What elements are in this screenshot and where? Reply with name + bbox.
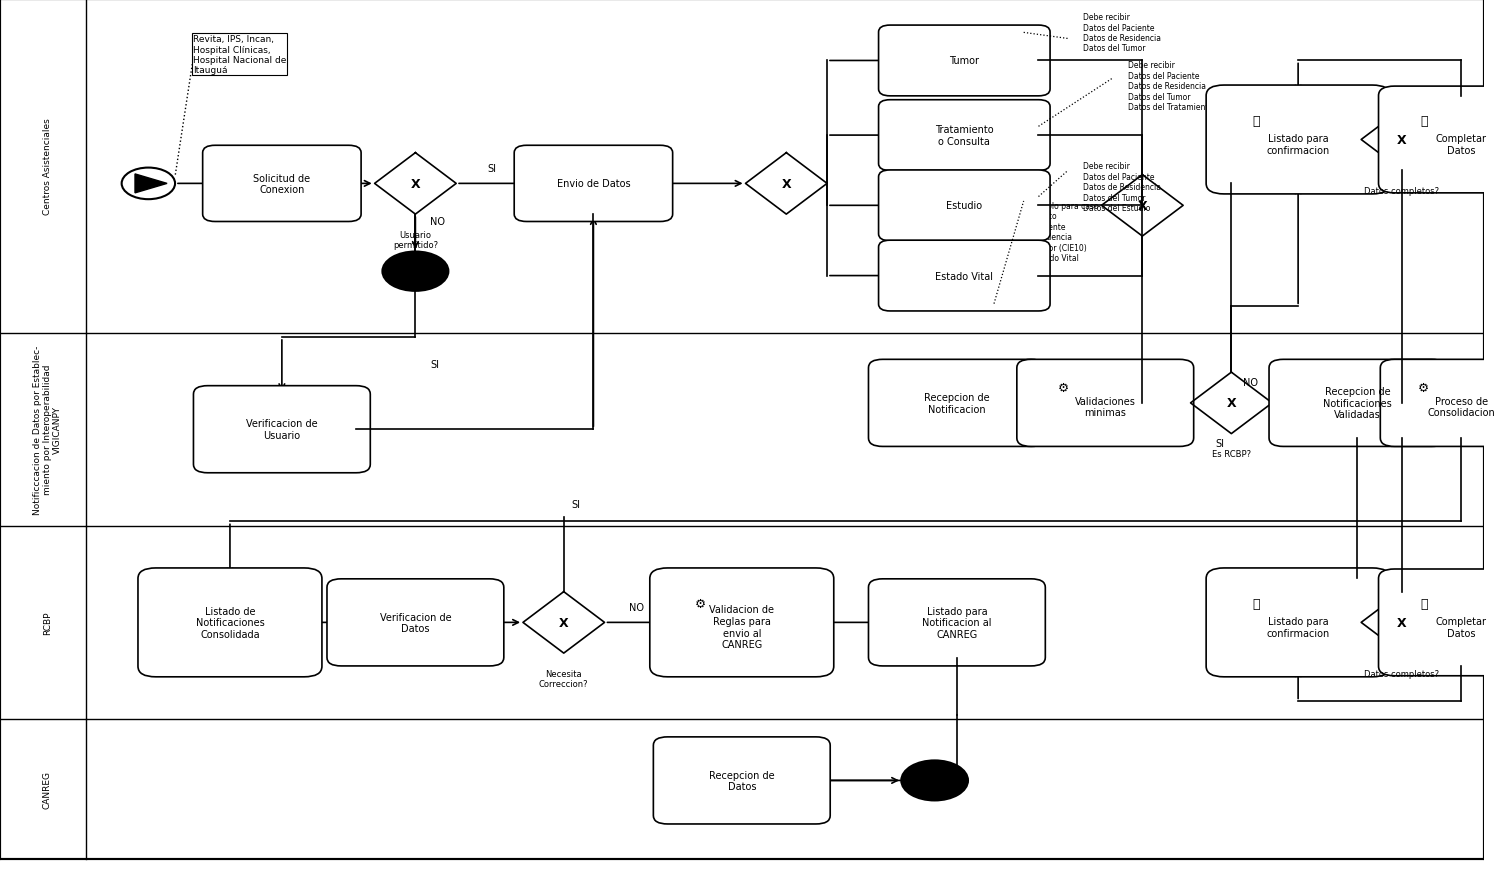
Text: SI: SI bbox=[1414, 597, 1424, 607]
Text: 👤: 👤 bbox=[1252, 597, 1260, 610]
Text: Recepcion de
Notificaciones
Validadas: Recepcion de Notificaciones Validadas bbox=[1323, 387, 1392, 420]
Text: 👤: 👤 bbox=[1420, 597, 1428, 610]
Text: X: X bbox=[560, 617, 568, 629]
Text: Estudio: Estudio bbox=[946, 201, 982, 211]
FancyBboxPatch shape bbox=[1378, 87, 1500, 194]
Text: Completar
Datos: Completar Datos bbox=[1436, 134, 1486, 155]
FancyBboxPatch shape bbox=[868, 579, 1046, 667]
FancyBboxPatch shape bbox=[1017, 360, 1194, 447]
Text: SI: SI bbox=[488, 164, 496, 174]
Text: Debe recibir
Datos del Paciente
Datos de Residencia
Datos del Tumor: Debe recibir Datos del Paciente Datos de… bbox=[1083, 13, 1161, 53]
Text: Recepcion de
Notificacion: Recepcion de Notificacion bbox=[924, 393, 990, 414]
FancyBboxPatch shape bbox=[194, 386, 370, 474]
Text: X: X bbox=[1396, 617, 1407, 629]
FancyBboxPatch shape bbox=[1206, 568, 1390, 677]
FancyBboxPatch shape bbox=[1269, 360, 1446, 447]
Text: ⚙: ⚙ bbox=[1058, 381, 1070, 395]
Text: Listado para
Notificacion al
CANREG: Listado para Notificacion al CANREG bbox=[922, 606, 992, 639]
Text: Listado para
confirmacion: Listado para confirmacion bbox=[1266, 617, 1329, 638]
Text: RCBP: RCBP bbox=[44, 611, 52, 634]
Text: SI: SI bbox=[1414, 175, 1424, 185]
Text: CANREG: CANREG bbox=[44, 770, 52, 809]
Text: 👤: 👤 bbox=[1420, 115, 1428, 127]
Text: Es RCBP?: Es RCBP? bbox=[1212, 450, 1251, 459]
Text: Usuario
permitido?: Usuario permitido? bbox=[393, 231, 438, 250]
Text: X: X bbox=[1137, 200, 1148, 212]
Text: Recepcion de
Datos: Recepcion de Datos bbox=[710, 770, 774, 791]
Text: Datos completos?: Datos completos? bbox=[1365, 187, 1440, 196]
FancyBboxPatch shape bbox=[1378, 569, 1500, 676]
Text: NO: NO bbox=[1244, 378, 1258, 388]
FancyBboxPatch shape bbox=[879, 171, 1050, 241]
Text: 👤: 👤 bbox=[1252, 115, 1260, 127]
Circle shape bbox=[902, 761, 968, 800]
Text: Estado Vital: Estado Vital bbox=[936, 271, 993, 282]
Text: Tumor: Tumor bbox=[950, 56, 980, 67]
Text: Revita, IPS, Incan,
Hospital Clínicas,
Hospital Nacional de
Itauguá: Revita, IPS, Incan, Hospital Clínicas, H… bbox=[194, 35, 286, 75]
FancyBboxPatch shape bbox=[327, 579, 504, 667]
Text: Verificacion de
Usuario: Verificacion de Usuario bbox=[246, 419, 318, 440]
Text: X: X bbox=[411, 178, 420, 190]
Text: Verificacion de
Datos: Verificacion de Datos bbox=[380, 612, 452, 633]
FancyBboxPatch shape bbox=[138, 568, 322, 677]
Text: Validacion de
Reglas para
envio al
CANREG: Validacion de Reglas para envio al CANRE… bbox=[710, 604, 774, 650]
FancyBboxPatch shape bbox=[879, 241, 1050, 311]
Polygon shape bbox=[135, 175, 166, 194]
FancyBboxPatch shape bbox=[1206, 86, 1390, 195]
Text: Validaciones
minimas: Validaciones minimas bbox=[1076, 396, 1136, 417]
Text: Completar
Datos: Completar Datos bbox=[1436, 617, 1486, 638]
FancyBboxPatch shape bbox=[202, 146, 362, 222]
Text: Envio de Datos: Envio de Datos bbox=[556, 179, 630, 189]
FancyBboxPatch shape bbox=[1380, 360, 1500, 447]
Text: Datos completos?: Datos completos? bbox=[1365, 669, 1440, 678]
Text: Proceso de
Consolidacion: Proceso de Consolidacion bbox=[1428, 396, 1496, 417]
FancyBboxPatch shape bbox=[650, 568, 834, 677]
Text: NO: NO bbox=[628, 602, 644, 612]
Text: SI: SI bbox=[430, 360, 439, 369]
Text: Debe recibir
Datos del Paciente
Datos de Residencia
Datos del Tumor
Datos del Tr: Debe recibir Datos del Paciente Datos de… bbox=[1128, 61, 1212, 112]
Text: NO: NO bbox=[1412, 120, 1426, 130]
Text: Centros Asistenciales: Centros Asistenciales bbox=[44, 118, 52, 215]
Text: Debe recibir solo para caso
de Fallecimiento
Datos del Paciente
Datos de Residen: Debe recibir solo para caso de Fallecimi… bbox=[994, 202, 1098, 262]
Text: Necesita
Correccion?: Necesita Correccion? bbox=[538, 669, 588, 688]
Text: X: X bbox=[1227, 397, 1236, 410]
FancyBboxPatch shape bbox=[0, 0, 1484, 859]
FancyBboxPatch shape bbox=[654, 737, 830, 824]
Text: ⚙: ⚙ bbox=[694, 597, 706, 610]
FancyBboxPatch shape bbox=[879, 101, 1050, 171]
Text: NO: NO bbox=[1412, 602, 1426, 612]
Text: SI: SI bbox=[572, 499, 580, 510]
Text: ⚙: ⚙ bbox=[1419, 381, 1430, 395]
Circle shape bbox=[382, 253, 448, 291]
Text: X: X bbox=[1396, 134, 1407, 146]
Text: Debe recibir
Datos del Paciente
Datos de Residencia
Datos del Tumor
Datos del Es: Debe recibir Datos del Paciente Datos de… bbox=[1083, 162, 1161, 213]
Text: Notificccacion de Datos por Establec-
miento por Interoperabilidad
VIGICANPY: Notificccacion de Datos por Establec- mi… bbox=[33, 346, 63, 514]
Text: X: X bbox=[782, 178, 790, 190]
Text: Listado para
confirmacion: Listado para confirmacion bbox=[1266, 134, 1329, 155]
FancyBboxPatch shape bbox=[514, 146, 672, 222]
Text: SI: SI bbox=[1215, 438, 1224, 448]
Text: Tratamiento
o Consulta: Tratamiento o Consulta bbox=[934, 125, 993, 146]
Text: NO: NO bbox=[430, 217, 445, 226]
FancyBboxPatch shape bbox=[879, 26, 1050, 96]
Text: Listado de
Notificaciones
Consolidada: Listado de Notificaciones Consolidada bbox=[195, 606, 264, 639]
Text: Solicitud de
Conexion: Solicitud de Conexion bbox=[254, 174, 310, 195]
FancyBboxPatch shape bbox=[868, 360, 1046, 447]
